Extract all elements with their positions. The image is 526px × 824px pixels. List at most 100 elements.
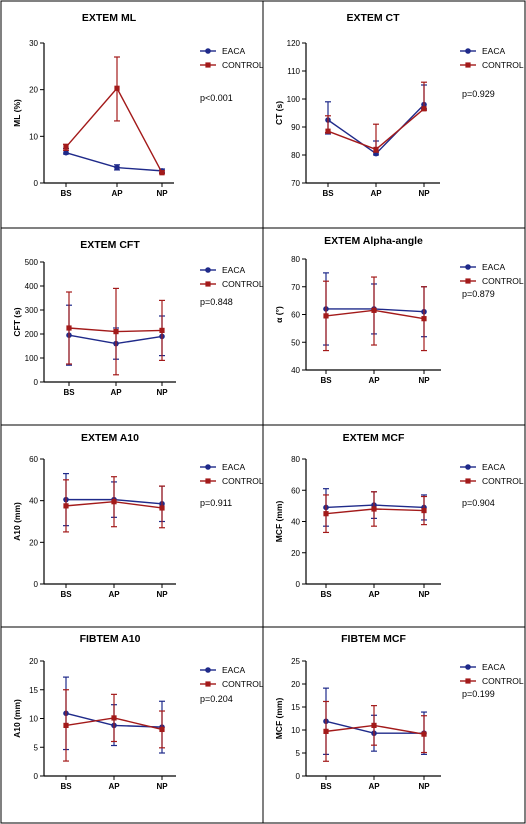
series-eaca — [323, 687, 427, 755]
y-tick-label: 90 — [291, 123, 300, 132]
data-point — [159, 726, 165, 733]
x-tick-label: AP — [110, 388, 122, 397]
legend-entry: CONTROL — [200, 279, 264, 289]
y-tick-label: 20 — [29, 538, 38, 547]
legend-label: EACA — [482, 46, 505, 56]
y-tick-label: 10 — [291, 726, 300, 735]
data-point — [66, 325, 72, 331]
legend-label: EACA — [482, 262, 505, 272]
chart-panel-5: EXTEM A10 0 20 40 60 A10 (mm) BS AP NP EACA CONTRO… — [12, 432, 264, 599]
series-control — [63, 56, 165, 176]
chart-panel-6: EXTEM MCF 0 20 40 60 80 MCF (mm) BS AP NP EACA CONT… — [274, 432, 524, 599]
y-axis-label: α (°) — [274, 306, 284, 323]
series-control — [323, 491, 427, 534]
legend-marker — [465, 478, 471, 484]
legend-label: EACA — [222, 265, 245, 275]
series-line — [65, 87, 163, 174]
y-tick-label: 40 — [29, 497, 38, 506]
legend-marker — [465, 264, 471, 270]
y-tick-label: 50 — [291, 338, 300, 347]
x-tick-label: AP — [368, 590, 380, 599]
legend-label: CONTROL — [482, 676, 524, 686]
y-axis-label: CT (s) — [274, 101, 284, 125]
y-tick-label: 0 — [34, 179, 39, 188]
y-tick-label: 60 — [29, 455, 38, 464]
legend-marker — [465, 664, 471, 670]
legend-label: EACA — [482, 462, 505, 472]
legend-marker — [465, 278, 471, 284]
series-eaca — [63, 147, 165, 174]
x-tick-label: NP — [156, 189, 168, 198]
y-tick-label: 15 — [291, 703, 300, 712]
legend-marker — [205, 48, 211, 54]
y-tick-label: 10 — [29, 132, 38, 141]
y-tick-label: 40 — [291, 366, 300, 375]
series-control — [66, 287, 165, 376]
x-tick-label: AP — [111, 189, 123, 198]
legend-marker — [205, 267, 211, 273]
y-tick-label: 40 — [291, 518, 300, 527]
data-point — [325, 128, 331, 134]
legend-entry: EACA — [200, 46, 245, 56]
y-tick-label: 20 — [291, 549, 300, 558]
p-value-label: p=0.848 — [200, 297, 233, 307]
x-tick-label: BS — [60, 590, 72, 599]
chart-title: EXTEM Alpha-angle — [324, 235, 423, 247]
y-tick-label: 80 — [291, 255, 300, 264]
y-tick-label: 5 — [34, 743, 39, 752]
data-point — [323, 313, 329, 319]
legend-entry: CONTROL — [460, 276, 524, 286]
legend-entry: CONTROL — [460, 476, 524, 486]
legend-label: CONTROL — [482, 60, 524, 70]
x-tick-label: BS — [320, 782, 332, 791]
y-tick-label: 60 — [291, 486, 300, 495]
x-tick-label: AP — [108, 590, 120, 599]
chart-title: EXTEM CFT — [80, 239, 140, 251]
series-control — [63, 689, 165, 762]
data-point — [421, 731, 427, 737]
p-value-label: p=0.204 — [200, 694, 233, 704]
data-point — [114, 164, 120, 171]
chart-panel-4: EXTEM Alpha-angle 40 50 60 70 80 α (°) BS AP NP EA… — [274, 235, 524, 385]
x-tick-label: BS — [320, 590, 332, 599]
legend-entry: EACA — [460, 662, 505, 672]
series-line — [65, 151, 163, 172]
y-tick-label: 25 — [291, 657, 300, 666]
y-axis-label: A10 (mm) — [12, 502, 22, 541]
y-tick-label: 5 — [296, 749, 301, 758]
data-point — [323, 728, 329, 734]
legend-marker — [465, 48, 471, 54]
x-tick-label: BS — [320, 376, 332, 385]
legend-label: CONTROL — [222, 679, 264, 689]
chart-title: EXTEM MCF — [343, 432, 405, 444]
y-tick-label: 100 — [287, 95, 301, 104]
x-tick-label: NP — [418, 189, 430, 198]
legend-entry: CONTROL — [200, 476, 264, 486]
x-tick-label: NP — [418, 590, 430, 599]
x-tick-label: AP — [370, 189, 382, 198]
data-point — [323, 511, 329, 517]
y-tick-label: 20 — [29, 657, 38, 666]
legend-marker — [465, 464, 471, 470]
series-control — [63, 476, 165, 533]
y-tick-label: 20 — [29, 86, 38, 95]
y-tick-label: 0 — [296, 580, 301, 589]
x-tick-label: BS — [60, 782, 72, 791]
p-value-label: p=0.911 — [200, 498, 232, 508]
y-tick-label: 0 — [34, 772, 39, 781]
y-tick-label: 500 — [25, 258, 39, 267]
y-tick-label: 80 — [291, 455, 300, 464]
y-tick-label: 100 — [25, 354, 39, 363]
data-point — [63, 149, 69, 156]
y-tick-label: 80 — [291, 151, 300, 160]
y-tick-label: 20 — [291, 680, 300, 689]
y-tick-label: 0 — [34, 580, 39, 589]
data-point — [63, 503, 69, 509]
legend-marker — [205, 667, 211, 673]
legend-entry: CONTROL — [460, 676, 524, 686]
legend-entry: CONTROL — [200, 679, 264, 689]
p-value-label: p<0.001 — [200, 93, 233, 103]
chart-panel-1: EXTEM ML 0 10 20 30 ML (%) BS AP NP EACA CONTROL p<… — [12, 12, 264, 198]
legend-marker — [205, 681, 211, 687]
